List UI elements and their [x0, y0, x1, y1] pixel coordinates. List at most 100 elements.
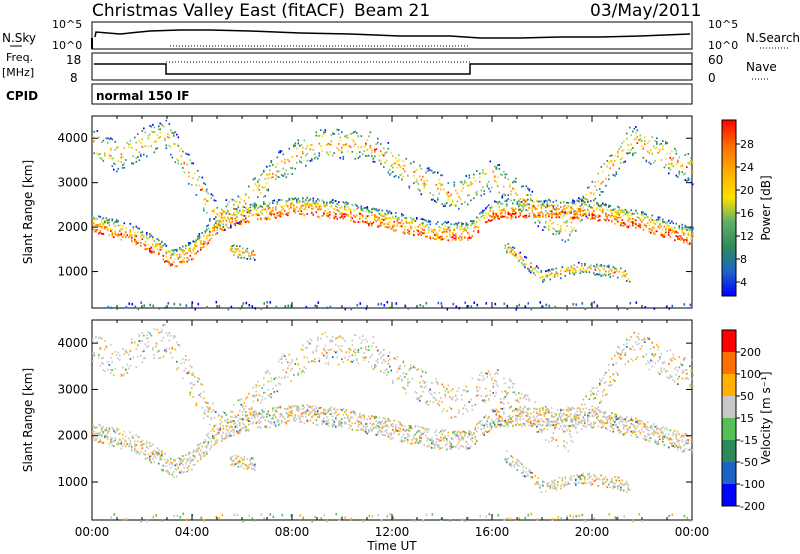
scatter-cell	[333, 200, 336, 203]
scatter-cell	[96, 130, 99, 132]
scatter-cell	[443, 437, 445, 439]
scatter-cell	[561, 216, 564, 219]
scatter-cell	[243, 251, 246, 254]
scatter-cell	[563, 214, 565, 217]
scatter-cell	[315, 419, 318, 422]
scatter-cell	[260, 421, 262, 423]
scatter-cell	[267, 410, 270, 413]
scatter-cell	[266, 211, 268, 213]
scatter-cell	[515, 216, 517, 219]
scatter-cell	[309, 148, 312, 151]
scatter-cell	[290, 414, 292, 417]
scatter-cell	[422, 232, 424, 235]
scatter-cell	[278, 211, 280, 214]
scatter-cell	[324, 420, 327, 423]
power-colorbar-tick-label: 8	[740, 253, 747, 266]
scatter-cell	[266, 173, 268, 176]
scatter-cell	[410, 426, 412, 429]
scatter-cell	[611, 423, 613, 426]
scatter-cell	[671, 443, 673, 445]
scatter-cell	[380, 143, 382, 145]
scatter-cell	[321, 199, 324, 202]
scatter-cell	[149, 250, 151, 253]
scatter-cell	[242, 414, 244, 416]
scatter-cell	[536, 216, 538, 218]
scatter-cell	[648, 434, 651, 437]
scatter-cell	[333, 133, 336, 135]
scatter-cell	[201, 188, 204, 191]
scatter-cell	[185, 244, 187, 247]
scatter-cell	[411, 438, 414, 441]
scatter-cell	[254, 183, 256, 185]
scatter-cell	[263, 201, 265, 203]
scatter-cell	[402, 167, 405, 170]
scatter-cell	[647, 142, 649, 145]
scatter-cell	[444, 225, 447, 227]
scatter-cell	[290, 203, 292, 206]
scatter-cell	[486, 205, 489, 208]
scatter-cell	[540, 424, 543, 427]
scatter-cell	[527, 267, 529, 270]
scatter-cell	[158, 307, 161, 310]
scatter-cell	[335, 205, 337, 207]
scatter-cell	[225, 432, 228, 435]
scatter-cell	[342, 144, 345, 146]
scatter-cell	[519, 198, 522, 200]
scatter-cell	[156, 238, 159, 240]
scatter-cell	[233, 207, 235, 210]
scatter-cell	[107, 137, 109, 140]
scatter-cell	[417, 430, 420, 432]
scatter-cell	[234, 214, 237, 217]
scatter-cell	[414, 441, 417, 444]
scatter-cell	[131, 240, 133, 243]
scatter-cell	[494, 420, 496, 423]
scatter-cell	[180, 248, 183, 251]
scatter-cell	[114, 431, 117, 434]
scatter-cell	[357, 429, 360, 432]
scatter-cell	[539, 212, 541, 215]
scatter-cell	[422, 305, 425, 308]
scatter-cell	[608, 214, 610, 216]
scatter-cell	[222, 223, 225, 226]
scatter-cell	[344, 417, 346, 419]
scatter-cell	[527, 216, 529, 219]
scatter-cell	[347, 415, 349, 418]
scatter-cell	[495, 411, 498, 414]
scatter-cell	[617, 307, 620, 311]
scatter-cell	[657, 432, 660, 435]
scatter-cell	[177, 258, 180, 261]
scatter-cell	[159, 128, 162, 131]
scatter-cell	[318, 199, 321, 202]
scatter-cell	[575, 213, 577, 216]
scatter-cell	[188, 153, 190, 156]
scatter-cell	[666, 224, 669, 227]
scatter-cell	[360, 213, 363, 216]
scatter-cell	[182, 464, 184, 466]
scatter-cell	[537, 204, 540, 207]
scatter-cell	[321, 150, 324, 152]
scatter-cell	[312, 197, 315, 200]
scatter-cell	[554, 204, 556, 206]
scatter-cell	[611, 209, 613, 212]
scatter-cell	[506, 421, 508, 424]
scatter-cell	[533, 214, 535, 217]
scatter-cell	[423, 226, 426, 228]
scatter-cell	[686, 229, 688, 231]
scatter-cell	[333, 424, 336, 426]
scatter-cell	[648, 218, 651, 221]
scatter-cell	[522, 259, 525, 262]
scatter-cell	[639, 134, 642, 137]
scatter-cell	[597, 216, 600, 219]
scatter-cell	[156, 454, 159, 457]
scatter-cell	[540, 414, 543, 416]
scatter-cell	[315, 405, 318, 408]
scatter-cell	[554, 208, 556, 211]
scatter-cell	[327, 418, 330, 421]
scatter-cell	[341, 213, 343, 216]
scatter-cell	[576, 266, 579, 268]
scatter-cell	[432, 194, 435, 196]
scatter-cell	[656, 218, 658, 221]
scatter-cell	[648, 230, 651, 233]
scatter-cell	[542, 203, 544, 205]
scatter-cell	[623, 427, 625, 430]
